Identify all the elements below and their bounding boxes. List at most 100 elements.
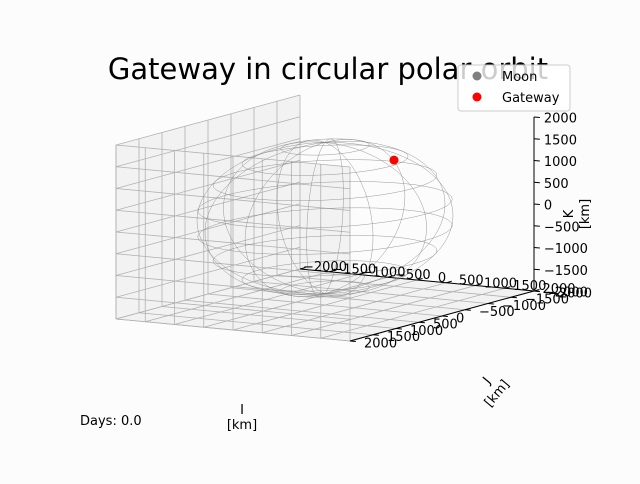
z-tick-label: 0 <box>544 199 552 214</box>
x-tick-label: −500 <box>395 268 431 283</box>
grid-line <box>115 253 351 277</box>
grid-line <box>138 312 374 336</box>
grid-line <box>115 231 351 255</box>
legend: Moon Gateway <box>457 64 571 112</box>
gateway-point <box>389 155 399 165</box>
z-tick-mark <box>533 268 540 271</box>
z-axis-label: [km] <box>578 199 593 229</box>
moon-meridian <box>276 139 326 294</box>
z-tick-mark <box>533 290 540 293</box>
grid-line <box>115 203 301 255</box>
moon-meridian <box>223 141 326 294</box>
y-tick-label: 2000 <box>364 336 397 351</box>
x-axis-label: [km] <box>227 418 257 433</box>
z-tick-label: 1000 <box>544 155 577 170</box>
tick-labels: −2000−1500−1000−500 0 500 100015002000−2000… <box>303 112 592 352</box>
x-tick-mark <box>358 272 365 275</box>
grid-line <box>115 144 351 168</box>
grid-line <box>115 94 301 146</box>
moon-meridian <box>324 140 446 294</box>
y-tick-mark <box>510 296 517 299</box>
moon-meridian <box>324 142 374 297</box>
y-tick-mark <box>395 328 402 330</box>
moon-meridian <box>324 138 344 294</box>
z-tick-mark <box>533 203 540 206</box>
z-tick-mark <box>533 138 540 140</box>
y-tick-mark <box>464 309 471 311</box>
grid-line <box>115 209 351 233</box>
data-points <box>389 155 399 165</box>
grid-line <box>115 181 301 233</box>
x-tick-label: 500 <box>459 274 484 289</box>
axis-lines <box>299 116 540 343</box>
z-tick-label: 2000 <box>544 112 577 127</box>
y-tick-mark <box>372 334 379 336</box>
x-tick-mark <box>416 278 423 281</box>
x-tick-label: 2000 <box>542 282 575 297</box>
x-tick-label: 0 <box>438 271 446 286</box>
z-tick-label: 1500 <box>544 133 577 148</box>
x-tick-label: 1000 <box>484 276 517 291</box>
moon-meridian <box>244 142 326 297</box>
y-tick-mark <box>418 321 425 324</box>
grid-line <box>184 299 420 323</box>
y-tick-mark <box>441 315 448 318</box>
days-counter: Days: 0.0 <box>80 414 142 429</box>
z-tick-label: −1000 <box>544 242 588 257</box>
grid-line <box>115 268 301 320</box>
grid-line <box>161 306 397 329</box>
moon-meridian <box>204 142 326 296</box>
moon-wireframe <box>196 138 454 298</box>
z-tick-mark <box>533 247 540 249</box>
z-axis-label: K <box>562 209 577 218</box>
grid-line <box>276 274 512 298</box>
y-tick-label: −1500 <box>525 293 569 308</box>
grid-line <box>115 246 301 298</box>
x-tick-mark <box>504 286 511 289</box>
y-tick-label: −500 <box>479 305 515 320</box>
x-tick-label: −1500 <box>332 263 376 278</box>
x-tick-mark <box>475 283 482 286</box>
y-tick-mark <box>349 340 356 343</box>
x-tick-mark <box>299 267 306 270</box>
axis-panes <box>116 95 534 341</box>
x-tick-mark <box>387 275 394 278</box>
z-tick-mark <box>533 160 540 162</box>
legend-marker <box>472 92 482 102</box>
z-tick-label: −500 <box>544 220 580 235</box>
x-tick-label: 1500 <box>513 279 546 294</box>
y-tick-label: 0 <box>456 311 464 326</box>
legend-label: Gateway <box>502 91 560 106</box>
grid-line <box>207 293 443 317</box>
y-tick-mark <box>487 303 494 305</box>
legend-label: Moon <box>502 70 537 85</box>
x-tick-label: −1000 <box>362 265 406 280</box>
y-tick-label: −2000 <box>548 286 592 301</box>
moon-meridian <box>324 142 454 294</box>
x-axis-label: I <box>240 403 244 418</box>
z-tick-mark <box>533 225 540 227</box>
z-tick-label: −2000 <box>544 286 588 301</box>
z-tick-mark <box>533 116 540 119</box>
legend-marker <box>472 71 482 81</box>
grid-line <box>115 138 301 189</box>
y-tick-label: 500 <box>433 318 458 333</box>
y-axis-label: J <box>480 374 495 387</box>
grid-line <box>115 159 301 211</box>
y-tick-label: −1000 <box>502 299 546 314</box>
z-tick-label: 500 <box>544 177 569 192</box>
moon-meridian <box>324 139 406 294</box>
grid-line <box>115 188 351 211</box>
z-tick-label: −1500 <box>544 264 588 279</box>
grid-line <box>115 296 351 320</box>
grid-line <box>115 318 351 342</box>
x-tick-mark <box>446 280 452 284</box>
moon-meridian <box>306 142 326 298</box>
y-tick-label: 1500 <box>387 330 420 345</box>
x-tick-mark <box>329 269 335 273</box>
grid-line <box>115 116 301 168</box>
grid-line <box>115 275 351 298</box>
x-tick-label: −2000 <box>303 260 347 275</box>
